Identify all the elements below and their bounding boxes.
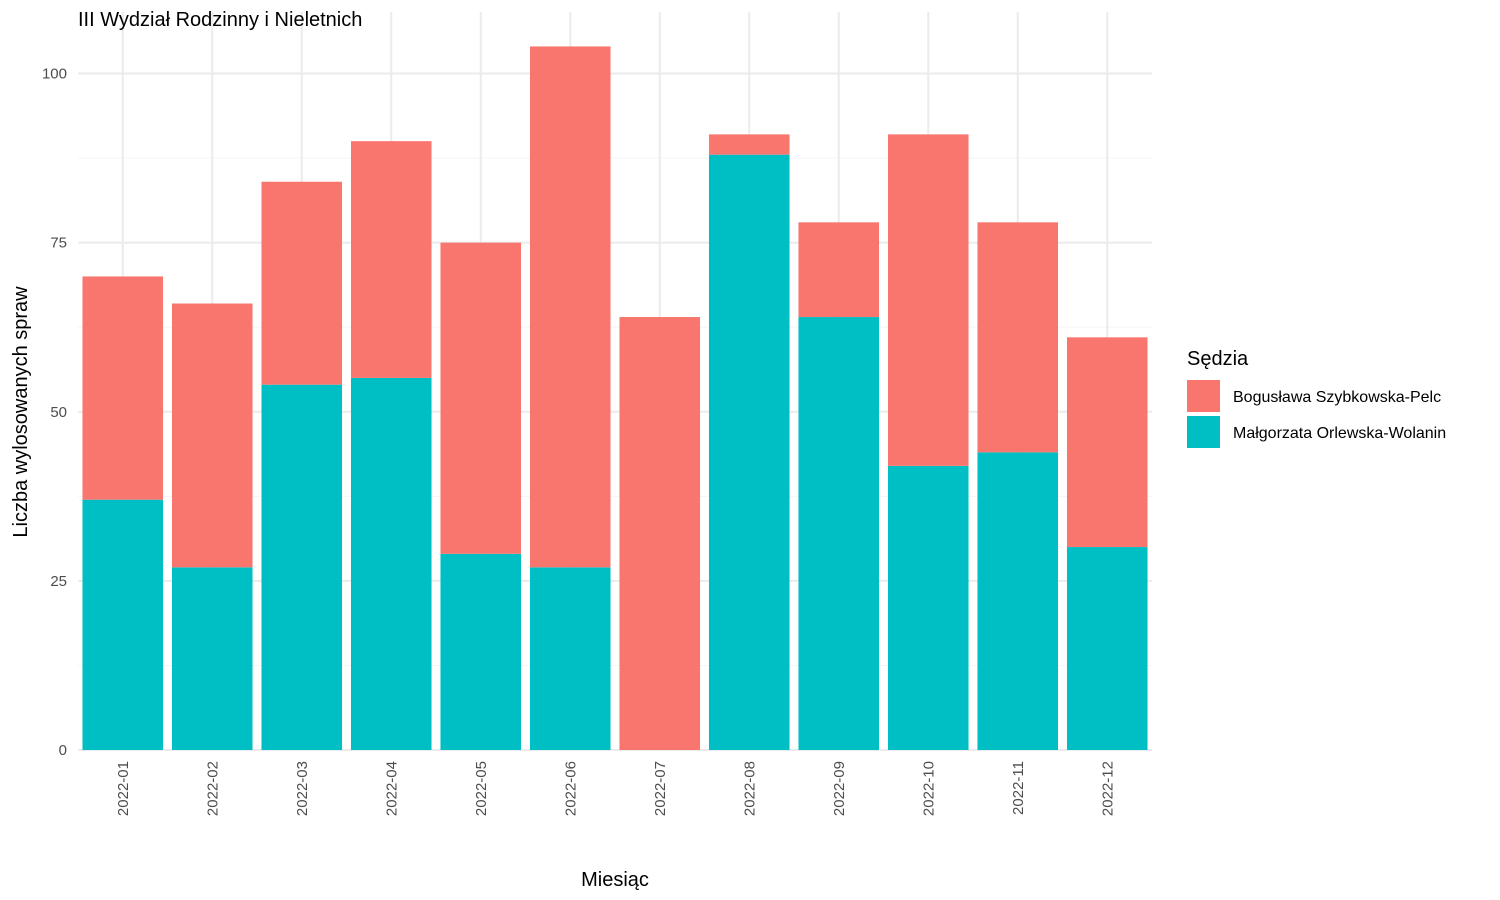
legend-swatch: [1187, 380, 1220, 412]
bar-segment: [708, 154, 790, 750]
bars: [82, 46, 1148, 750]
bar-segment: [977, 452, 1059, 750]
legend: Sędzia Bogusława Szybkowska-Pelc Małgorza…: [1187, 348, 1446, 448]
bar-segment: [440, 242, 522, 554]
bar-segment: [440, 553, 522, 750]
y-axis-title: Liczba wylosowanych spraw: [10, 286, 32, 538]
y-tick-label: 0: [59, 742, 67, 759]
bar-segment: [977, 222, 1059, 453]
bar-segment: [529, 567, 611, 750]
x-tick-label: 2022-02: [204, 761, 221, 816]
bar-segment: [1066, 337, 1148, 548]
legend-title: Sędzia: [1187, 348, 1249, 370]
bar-segment: [171, 567, 253, 750]
bar-segment: [887, 134, 969, 466]
y-tick-label: 50: [50, 404, 67, 421]
y-tick-label: 100: [42, 66, 67, 83]
bar-segment: [887, 465, 969, 750]
x-tick-label: 2022-01: [115, 761, 132, 816]
legend-items: Bogusława Szybkowska-Pelc Małgorzata Orle…: [1187, 380, 1446, 448]
x-tick-label: 2022-06: [562, 761, 579, 816]
x-tick-label: 2022-11: [1010, 761, 1027, 815]
bar-segment: [171, 303, 253, 568]
legend-swatch: [1187, 416, 1220, 448]
bar-segment: [261, 384, 343, 750]
legend-label: Bogusława Szybkowska-Pelc: [1233, 389, 1441, 406]
x-tick-label: 2022-08: [741, 761, 758, 816]
x-tick-label: 2022-05: [473, 761, 490, 816]
x-tick-label: 2022-09: [831, 761, 848, 816]
bar-segment: [350, 141, 432, 378]
bar-segment: [619, 317, 701, 750]
bar-segment: [798, 222, 880, 318]
x-axis-ticks: 2022-01 2022-02 2022-03 2022-04 2022-05 2022-…: [115, 761, 1117, 816]
chart-title: III Wydział Rodzinny i Nieletnich: [78, 9, 362, 31]
y-tick-label: 25: [50, 573, 67, 590]
bar-segment: [82, 499, 164, 750]
x-tick-label: 2022-07: [652, 761, 669, 816]
x-tick-label: 2022-04: [383, 761, 400, 816]
x-tick-label: 2022-03: [294, 761, 311, 816]
y-axis-ticks: 0 25 50 75 100: [42, 66, 67, 760]
x-tick-label: 2022-12: [1099, 761, 1116, 816]
legend-label: Małgorzata Orlewska-Wolanin: [1233, 425, 1446, 442]
bar-segment: [261, 181, 343, 385]
bar-segment: [82, 276, 164, 500]
x-axis-title: Miesiąc: [581, 869, 649, 891]
y-tick-label: 75: [50, 235, 67, 252]
x-tick-label: 2022-10: [920, 761, 937, 816]
bar-segment: [708, 134, 790, 155]
bar-segment: [1066, 547, 1148, 750]
bar-segment: [350, 377, 432, 750]
bar-segment: [529, 46, 611, 568]
bar-segment: [798, 317, 880, 750]
